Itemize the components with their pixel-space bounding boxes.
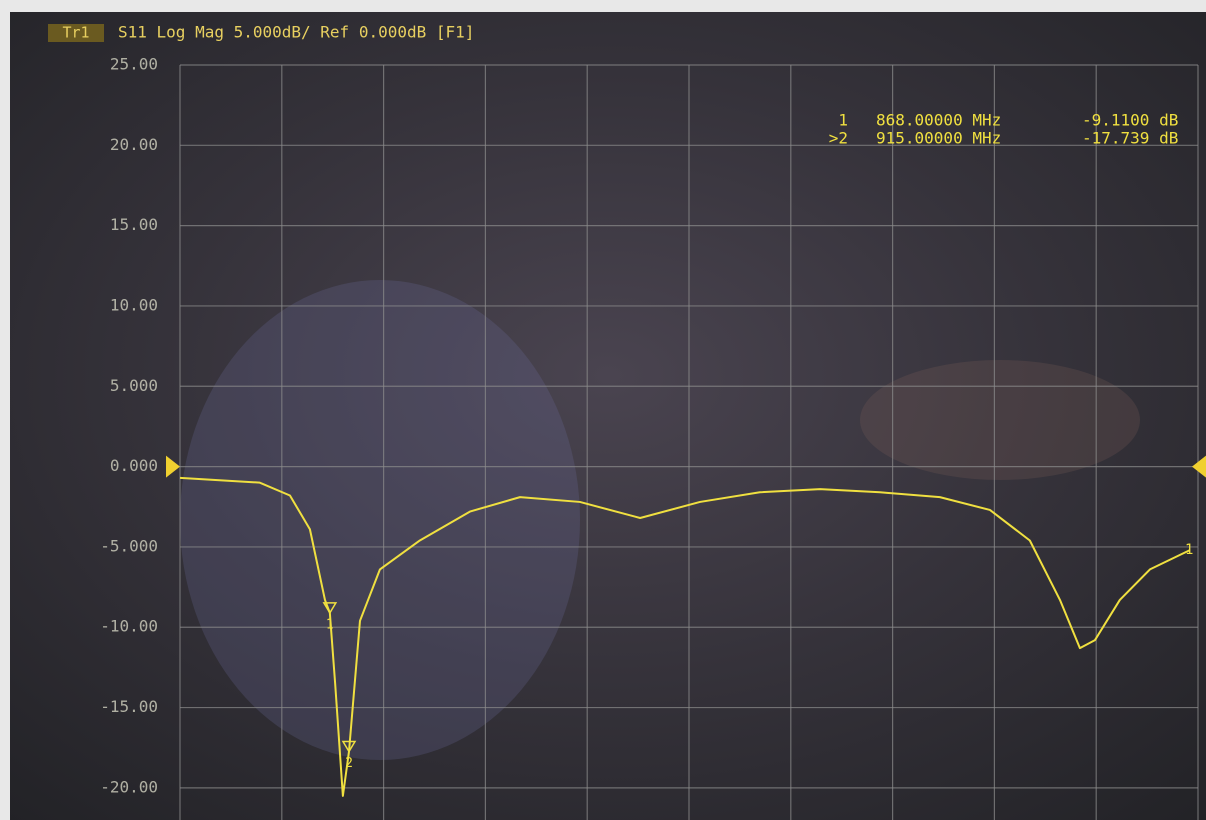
y-tick-label: 25.00 bbox=[110, 55, 158, 74]
marker bbox=[341, 740, 357, 754]
trace-tag-bg bbox=[48, 24, 104, 42]
y-tick-label: 20.00 bbox=[110, 135, 158, 154]
y-tick-label: 15.00 bbox=[110, 215, 158, 234]
readout-id: 1 bbox=[838, 111, 848, 130]
marker-label: 1 bbox=[326, 617, 334, 632]
ref-arrow bbox=[166, 455, 180, 478]
readout-id: >2 bbox=[829, 129, 848, 148]
y-tick-label: -5.000 bbox=[100, 536, 158, 555]
trace bbox=[179, 476, 1191, 797]
readout-freq: 868.00000 MHz bbox=[876, 111, 1001, 130]
trace-tag: Tr1 bbox=[62, 24, 89, 42]
y-tick-label: 0.000 bbox=[110, 456, 158, 475]
y-tick-label: -20.00 bbox=[100, 777, 158, 796]
readout-value: -17.739 dB bbox=[1082, 129, 1178, 148]
y-tick-label: 5.000 bbox=[110, 376, 158, 395]
screen bbox=[10, 12, 1206, 820]
reflection bbox=[860, 360, 1140, 480]
trace-number: 1 bbox=[1185, 542, 1193, 558]
y-tick-label: 10.00 bbox=[110, 295, 158, 314]
y-tick-label: -15.00 bbox=[100, 697, 158, 716]
readout-value: -9.1100 dB bbox=[1082, 111, 1178, 130]
reflection bbox=[180, 280, 580, 760]
ref-arrow bbox=[1192, 455, 1206, 478]
y-tick-label: -10.00 bbox=[100, 617, 158, 636]
marker-label: 2 bbox=[345, 756, 353, 771]
title: S11 Log Mag 5.000dB/ Ref 0.000dB [F1] bbox=[118, 23, 474, 42]
marker bbox=[322, 602, 338, 615]
readout-freq: 915.00000 MHz bbox=[876, 129, 1001, 148]
